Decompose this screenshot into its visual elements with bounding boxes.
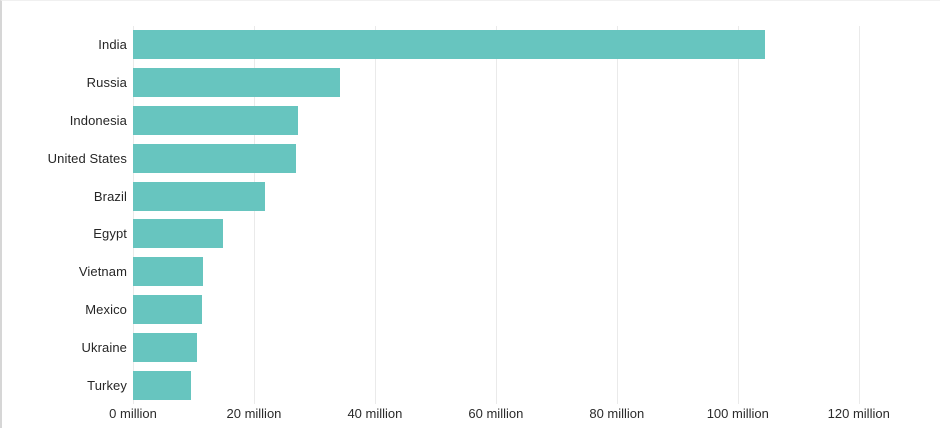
plot-area <box>133 26 892 404</box>
x-axis-tick-label: 20 million <box>226 406 282 421</box>
y-axis-label: Indonesia <box>69 112 127 128</box>
bar-row <box>133 139 892 177</box>
y-axis-label: Turkey <box>87 377 127 393</box>
gridline <box>858 26 860 404</box>
bar-row <box>133 291 892 329</box>
bar-indonesia <box>133 105 298 135</box>
bar-turkey <box>133 370 192 400</box>
bar-row <box>133 102 892 140</box>
y-axis-label: Egypt <box>93 226 127 242</box>
y-axis-label: India <box>98 37 127 53</box>
bar-row <box>133 64 892 102</box>
y-axis-label: Mexico <box>85 301 127 317</box>
bar-row <box>133 328 892 366</box>
y-axis-label: United States <box>47 150 127 166</box>
gridline <box>737 26 739 404</box>
bar-russia <box>133 68 341 98</box>
bar-ukraine <box>133 332 198 362</box>
bar-row <box>133 26 892 64</box>
x-axis-tick-label: 40 million <box>347 406 403 421</box>
y-axis-label: Vietnam <box>78 264 127 280</box>
gridline <box>253 26 255 404</box>
bar-row <box>133 253 892 291</box>
y-axis-label: Ukraine <box>81 339 127 355</box>
bar-row <box>133 366 892 404</box>
bar-india <box>133 30 765 60</box>
gridline <box>374 26 376 404</box>
x-axis-tick-label: 100 million <box>706 406 769 421</box>
bar-egypt <box>133 219 223 249</box>
bar-row <box>133 215 892 253</box>
bar-row <box>133 177 892 215</box>
gridline <box>616 26 618 404</box>
y-axis-labels: India Russia Indonesia United States Brazil E… <box>2 26 127 404</box>
bar-mexico <box>133 294 202 324</box>
bar-brazil <box>133 181 266 211</box>
y-axis-label: Russia <box>86 75 127 91</box>
x-axis-tick-label: 80 million <box>589 406 645 421</box>
x-axis-tick-label: 120 million <box>827 406 890 421</box>
gridline <box>133 26 134 404</box>
bar-united-states <box>133 143 296 173</box>
y-axis-label: Brazil <box>93 188 127 204</box>
x-axis: 0 million 20 million 40 million 60 million 8… <box>109 406 892 426</box>
gridline <box>495 26 497 404</box>
x-axis-tick-label: 0 million <box>109 406 157 421</box>
bar-vietnam <box>133 257 204 287</box>
x-axis-tick-label: 60 million <box>468 406 524 421</box>
